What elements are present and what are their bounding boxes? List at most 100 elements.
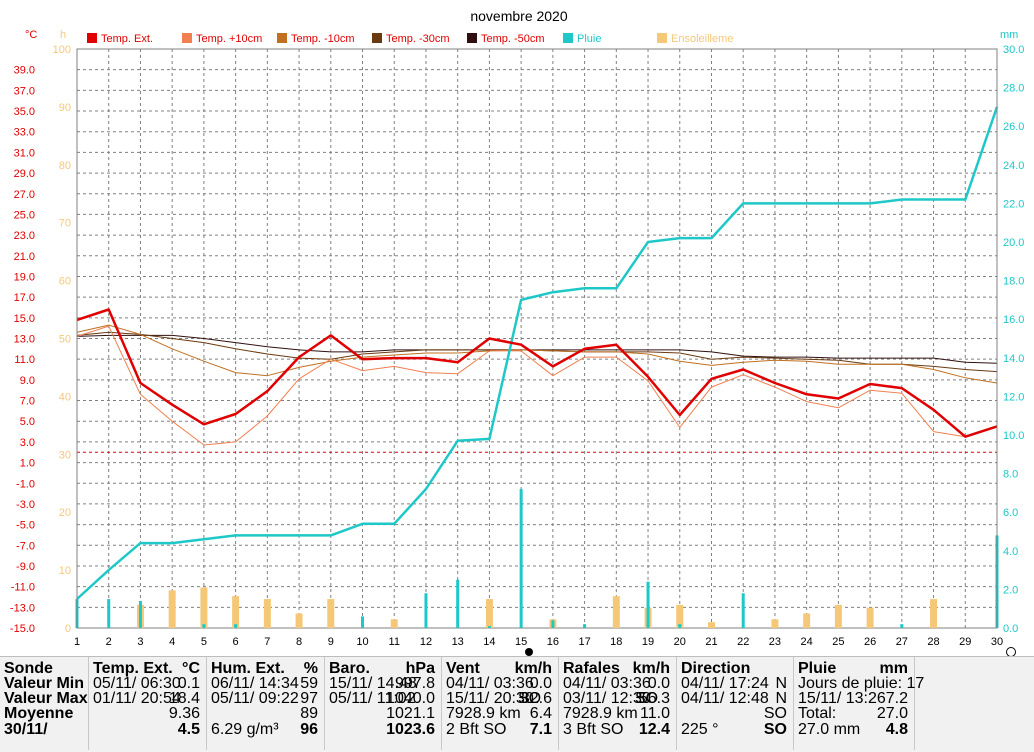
x-tick-label: 28 [927,636,939,648]
vent-distance: 7928.9 km [446,705,521,722]
sun-tick-label: 90 [59,102,71,114]
temp-block: Temp. Ext. °C 05/11/ 06:30 0.1 01/11/ 20:5… [89,657,207,750]
chart-legend: Temp. Ext. Temp. +10cm Temp. -10cm Temp. -3… [87,33,733,45]
clock-icon[interactable] [1006,647,1016,657]
sunshine-bar [200,587,208,628]
temp-tick-label: 13.0 [14,334,35,346]
temp-tick-label: -15.0 [10,623,35,635]
sun-tick-label: 70 [59,218,71,230]
x-tick-label: 26 [864,636,876,648]
legend-label: Ensoleilleme [671,33,733,45]
vent-mean-value: 6.4 [529,705,552,722]
pluie-title: Pluie [798,660,837,677]
x-tick-label: 11 [389,636,400,648]
hum-current-value: 96 [300,721,318,738]
rain-bar [741,593,745,628]
sunshine-bar [327,599,335,628]
baro-max-value: 1040.0 [386,690,435,707]
temp-tick-label: -7.0 [16,540,35,552]
x-tick-label: 16 [547,636,559,648]
rain-tick-label: 26.0 [1003,121,1024,133]
vent-min-value: 0.0 [529,675,552,692]
temp-mean-value: 9.36 [168,705,200,722]
vent-max-value: 32.6 [520,690,552,707]
rain-bar [361,616,365,628]
rafales-current-value: 12.4 [638,721,670,738]
sunshine-bar [676,604,684,628]
rain-tick-label: 18.0 [1003,276,1024,288]
sunshine-bar [707,622,715,628]
sun-tick-label: 100 [53,44,71,56]
x-tick-label: 25 [832,636,844,648]
temp-tick-label: -5.0 [16,520,35,532]
direction-min-value: N [775,675,787,692]
direction-mean-value: SO [763,705,787,722]
temp-tick-label: 17.0 [14,292,35,304]
rain-bar [202,624,206,628]
rain-bar [678,624,682,628]
rain-bar [646,581,650,628]
pluie-days: Jours de pluie: 17 [798,675,925,692]
rafales-title: Rafales [563,660,620,677]
rain-tick-label: 12.0 [1003,391,1024,403]
legend-swatch [563,33,573,43]
rain-tick-label: 14.0 [1003,353,1024,365]
chart-grid [76,48,998,629]
pluie-total-label: Total: [798,705,837,722]
x-tick-label: 21 [705,636,717,648]
temp-tick-label: 27.0 [14,189,35,201]
rain-bar [583,624,587,628]
temp-tick-label: 23.0 [14,230,35,242]
sun-tick-label: 50 [59,334,71,346]
temp-tick-label: 39.0 [14,65,35,77]
temp-tick-label: 31.0 [14,147,35,159]
temp-tick-label: -13.0 [10,602,35,614]
sunshine-bar [866,607,874,628]
x-tick-label: 12 [420,636,432,648]
x-tick-label: 1 [74,636,80,648]
vent-unit: km/h [514,660,552,677]
sun-tick-label: 0 [65,623,71,635]
row-label-min: Valeur Min [4,675,85,692]
legend-label: Temp. +10cm [196,33,262,45]
rafales-distance: 7928.9 km [563,705,638,722]
hum-absolute: 6.29 g/m³ [211,721,279,738]
sunshine-bar [930,599,938,628]
x-tick-label: 7 [264,636,270,648]
hum-title: Hum. Ext. [211,660,285,677]
sunshine-bar [612,596,620,628]
x-tick-label: 9 [328,636,334,648]
rain-bar [551,620,555,628]
rafales-mean-value: 11.0 [640,705,670,722]
legend-swatch [182,33,192,43]
rain-tick-label: 0.0 [1003,623,1018,635]
rafales-block: Rafales km/h 04/11/ 03:36 0.0 03/11/ 12:30… [559,657,677,750]
series-line-temp_p10 [76,325,998,446]
baro-min-value: 997.8 [394,675,435,692]
pluie-block: Pluie mm Jours de pluie: 17 15/11/ 13:26 7… [794,657,924,750]
rain-bar [107,599,111,628]
hum-block: Hum. Ext.% 06/11/ 14:34 59 05/11/ 09:22 97… [207,657,325,750]
sun-tick-label: 80 [59,160,71,172]
sunshine-bar [834,604,842,628]
baro-max-date: 05/11/ 11:02 [329,690,416,707]
x-tick-label: 24 [801,636,813,648]
row-label-max: Valeur Max [4,690,88,707]
temp-tick-label: 5.0 [20,416,35,428]
sun-tick-label: 10 [59,565,71,577]
rain-bar [487,626,491,628]
hum-min-value: 59 [300,675,318,692]
hum-mean-value: 89 [300,705,318,722]
x-tick-label: 22 [737,636,749,648]
baro-mean-value: 1021.1 [386,705,435,722]
x-tick-label: 29 [959,636,971,648]
x-tick-label: 14 [483,636,495,648]
rain-tick-label: 4.0 [1003,546,1018,558]
rain-tick-label: 20.0 [1003,237,1024,249]
sunshine-bar [390,619,398,628]
legend-swatch [657,33,667,43]
temp-tick-label: 25.0 [14,209,35,221]
x-tick-label: 30 [991,636,1003,648]
direction-max-date: 04/11/ 12:48 [681,690,769,707]
rain-tick-label: 6.0 [1003,507,1018,519]
